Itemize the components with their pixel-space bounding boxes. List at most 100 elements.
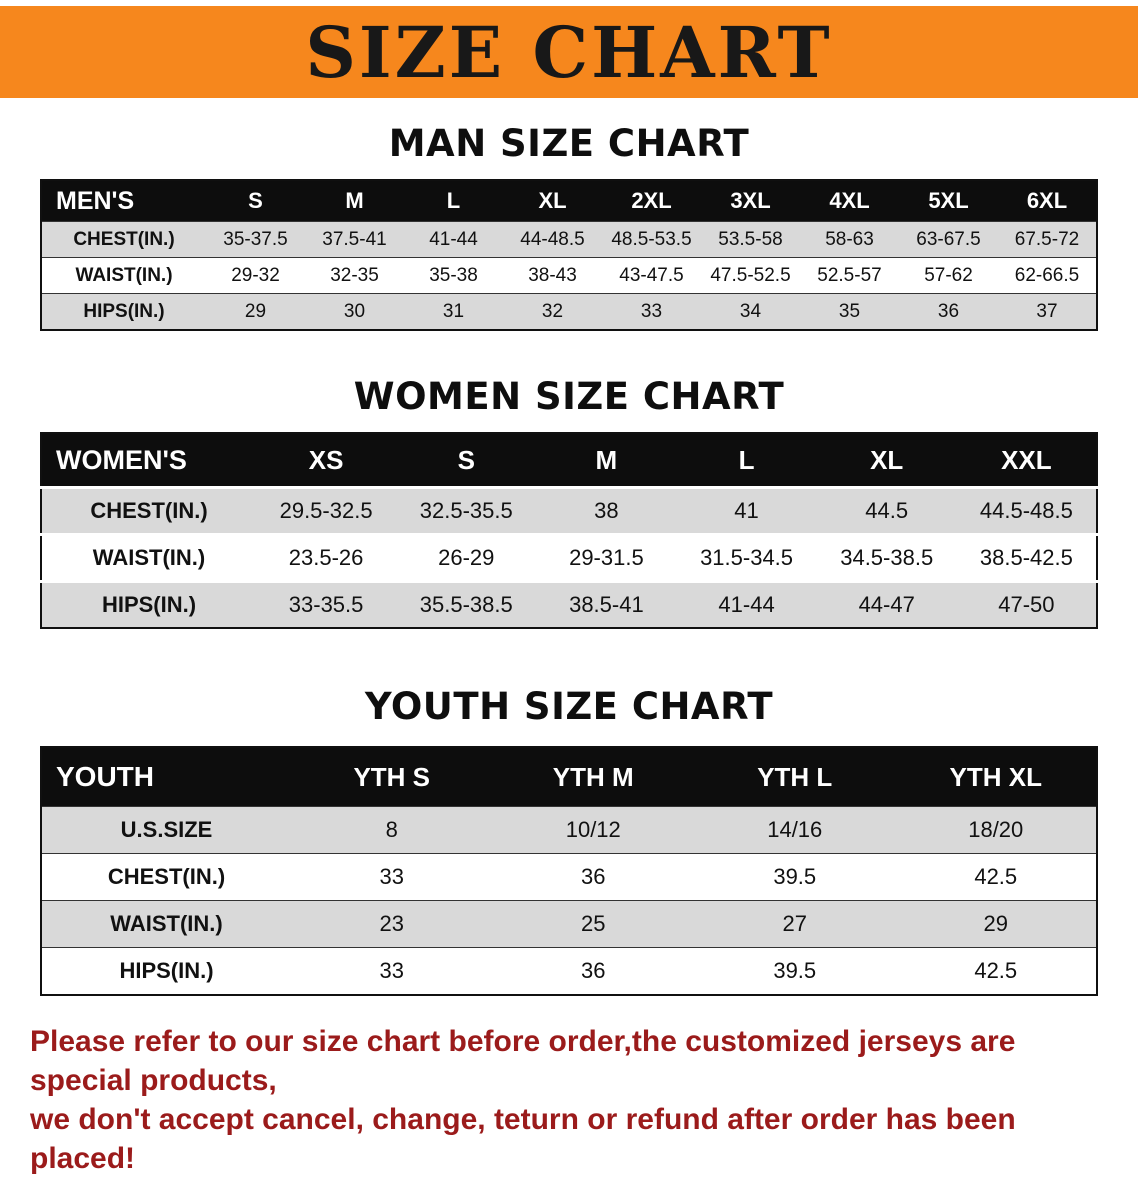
table-cell: 33 [379,864,404,889]
column-header: 5XL [899,180,998,222]
column-header: L [404,180,503,222]
row-label: WAIST(IN.) [92,545,206,570]
table-row: CHEST(IN.) 29.5-32.5 32.5-35.5 38 41 44.5 44.5… [41,487,1097,535]
table-cell: 36 [581,958,606,983]
table-cell: 29.5-32.5 [279,498,373,523]
row-label: CHEST(IN.) [107,864,226,889]
table-cell: 34.5-38.5 [840,545,934,570]
table-cell: 23 [379,911,404,936]
column-header: M [305,180,404,222]
table-cell: 41-44 [429,228,478,250]
row-label: HIPS(IN.) [119,958,214,983]
section-women: WOMEN SIZE CHART WOMEN'S XS S M L XL XXL CHEST(I… [0,375,1138,629]
table-cell: 39.5 [773,864,817,889]
table-cell: 35-37.5 [223,228,288,250]
table-cell: 33 [640,300,663,322]
column-header: XL [816,433,957,488]
disclaimer-line: we don't accept cancel, change, teturn o… [30,1103,1016,1175]
table-cell: 48.5-53.5 [611,228,692,250]
table-cell: 29 [244,300,267,322]
size-table-youth: YOUTH YTH S YTH M YTH L YTH XL U.S.SIZE 8 10/12… [40,746,1098,996]
column-header: M [536,433,677,488]
section-men: MAN SIZE CHART MEN'S S M L XL 2XL 3XL 4XL 5XL 6XL C… [0,122,1138,331]
table-title: WOMEN'S [41,433,256,488]
table-cell: 10/12 [565,817,621,842]
table-cell: 42.5 [974,958,1018,983]
row-label: WAIST(IN.) [75,264,173,286]
table-cell: 31 [442,300,465,322]
column-header: 4XL [800,180,899,222]
column-header: YTH S [291,747,493,807]
table-cell: 37.5-41 [322,228,387,250]
column-header: 2XL [602,180,701,222]
column-header: 3XL [701,180,800,222]
size-table-women: WOMEN'S XS S M L XL XXL CHEST(IN.) 29.5-32.5 32.5… [40,432,1098,629]
size-chart-banner: SIZE CHART [0,6,1138,98]
table-cell: 41 [734,498,759,523]
table-cell: 44.5 [865,498,909,523]
header-row: MEN'S S M L XL 2XL 3XL 4XL 5XL 6XL [41,180,1097,222]
table-cell: 47-50 [998,592,1055,617]
size-table-men: MEN'S S M L XL 2XL 3XL 4XL 5XL 6XL CHEST(IN.) 35-37… [40,179,1098,331]
table-cell: 23.5-26 [288,545,364,570]
column-header: S [206,180,305,222]
page-title: SIZE CHART [305,10,833,94]
table-cell: 29 [983,911,1008,936]
table-cell: 38.5-42.5 [979,545,1073,570]
table-cell: 8 [385,817,398,842]
disclaimer-line: Please refer to our size chart before or… [30,1025,1016,1097]
table-cell: 36 [581,864,606,889]
size-charts: MAN SIZE CHART MEN'S S M L XL 2XL 3XL 4XL 5XL 6XL C… [0,122,1138,996]
section-youth: YOUTH SIZE CHART YOUTH YTH S YTH M YTH L YTH … [0,685,1138,996]
table-cell: 35.5-38.5 [419,592,513,617]
column-header: YTH XL [895,747,1097,807]
column-header: YTH L [694,747,896,807]
table-cell: 67.5-72 [1014,228,1080,250]
table-cell: 38-43 [528,264,577,286]
column-header: XS [256,433,397,488]
header-row: WOMEN'S XS S M L XL XXL [41,433,1097,488]
table-cell: 29-32 [231,264,280,286]
header-row: YOUTH YTH S YTH M YTH L YTH XL [41,747,1097,807]
table-title: MEN'S [41,180,206,222]
table-cell: 32 [541,300,564,322]
table-row: CHEST(IN.) 33 36 39.5 42.5 [41,853,1097,901]
column-header: XL [503,180,602,222]
table-cell: 63-67.5 [916,228,981,250]
table-row: U.S.SIZE 8 10/12 14/16 18/20 [41,806,1097,854]
table-cell: 43-47.5 [619,264,684,286]
footer-note: Please refer to our size chart before or… [30,1022,1110,1178]
column-header: XXL [956,433,1097,488]
table-cell: 27 [782,911,807,936]
table-cell: 33 [379,958,404,983]
row-label: WAIST(IN.) [110,911,223,936]
table-cell: 57-62 [924,264,973,286]
table-cell: 39.5 [773,958,817,983]
row-label: CHEST(IN.) [90,498,208,523]
column-header: S [396,433,537,488]
table-cell: 35-38 [429,264,478,286]
table-cell: 53.5-58 [718,228,783,250]
table-cell: 37 [1036,300,1058,322]
table-row: WAIST(IN.) 23 25 27 29 [41,900,1097,948]
table-cell: 34 [739,300,762,322]
table-cell: 41-44 [718,592,775,617]
row-label: U.S.SIZE [120,817,213,842]
table-cell: 38 [594,498,619,523]
row-label: HIPS(IN.) [83,300,165,322]
table-row: HIPS(IN.) 33-35.5 35.5-38.5 38.5-41 41-44 44-… [41,581,1097,628]
table-cell: 25 [581,911,606,936]
section-heading-men: MAN SIZE CHART [388,122,750,165]
table-cell: 47.5-52.5 [710,264,791,286]
table-cell: 30 [343,300,366,322]
table-cell: 44.5-48.5 [979,498,1073,523]
section-heading-youth: YOUTH SIZE CHART [364,685,774,728]
table-cell: 36 [937,300,960,322]
section-heading-women: WOMEN SIZE CHART [353,375,785,418]
table-row: WAIST(IN.) 23.5-26 26-29 29-31.5 31.5-34.5 34… [41,534,1097,582]
table-row: HIPS(IN.) 29 30 31 32 33 34 35 36 37 [41,293,1097,330]
table-cell: 31.5-34.5 [700,545,794,570]
row-label: CHEST(IN.) [73,228,175,250]
table-cell: 18/20 [968,817,1024,842]
table-cell: 14/16 [767,817,823,842]
